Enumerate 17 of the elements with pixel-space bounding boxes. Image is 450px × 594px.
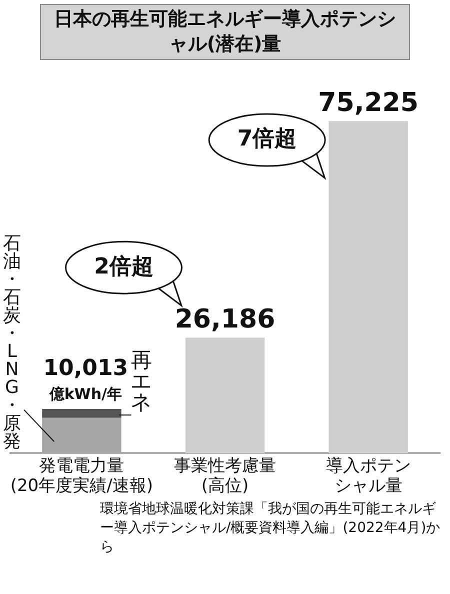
data-label: 26,186	[174, 304, 276, 335]
bar	[42, 418, 122, 454]
text: 環境省地球温暖化対策課「我が国の再生可能エネルギー導入ポテンシャル/概要資料導入編」(2022年4月)から	[100, 500, 442, 557]
total-label: 10,013	[43, 356, 128, 381]
text: 石油・石炭・LNG・原発	[3, 232, 21, 452]
bar	[185, 338, 265, 454]
annotation: 7倍超	[237, 126, 297, 152]
chart-title: 日本の再生可能エネルギー導入ポテンシャル(潜在)量	[40, 4, 410, 60]
annotation: 億kWh/年	[48, 384, 122, 403]
data-label: 75,225	[318, 88, 419, 118]
x-tick-label: 事業性考慮量(高位)	[174, 456, 276, 496]
x-tick-label: 導入ポテンシャル量	[326, 456, 411, 496]
bar	[42, 408, 122, 418]
bar	[328, 121, 408, 454]
annotation: 2倍超	[94, 254, 154, 280]
series-label: 再エネ	[130, 348, 152, 414]
x-tick-label: 発電電力量(20年度実績/速報)	[10, 456, 153, 496]
